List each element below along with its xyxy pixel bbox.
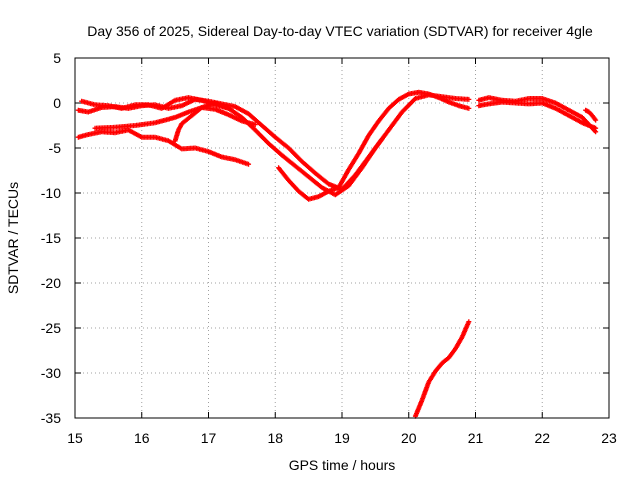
y-tick-label: 0 <box>53 95 61 111</box>
series-track-9 <box>476 99 599 131</box>
y-tick-label: -10 <box>41 185 61 201</box>
series-track-2 <box>75 127 252 167</box>
series-track-8 <box>476 95 599 135</box>
x-tick-label: 21 <box>468 430 484 446</box>
y-tick-label: -25 <box>41 320 61 336</box>
series-track-6 <box>276 89 472 202</box>
x-tick-label: 15 <box>67 430 83 446</box>
series-track-7 <box>412 319 472 419</box>
x-tick-label: 20 <box>401 430 417 446</box>
data-point <box>593 125 599 131</box>
y-axis-label: SDTVAR / TECUs <box>5 182 21 294</box>
y-tick-label: -30 <box>41 365 61 381</box>
y-tick-label: 5 <box>53 50 61 66</box>
grid-lines <box>75 58 609 418</box>
chart-title: Day 356 of 2025, Sidereal Day-to-day VTE… <box>87 23 593 39</box>
x-tick-label: 16 <box>134 430 150 446</box>
data-point <box>466 96 472 102</box>
x-tick-label: 18 <box>267 430 283 446</box>
data-point <box>466 319 472 325</box>
y-tick-label: -15 <box>41 230 61 246</box>
y-tick-label: -5 <box>49 140 62 156</box>
plot-frame <box>74 57 610 419</box>
x-tick-label: 23 <box>601 430 617 446</box>
x-tick-label: 17 <box>201 430 217 446</box>
x-tick-label: 19 <box>334 430 350 446</box>
data-point <box>226 105 232 111</box>
data-point <box>252 122 258 128</box>
y-tick-label: -20 <box>41 275 61 291</box>
data-point <box>466 105 472 111</box>
data-point <box>246 161 252 167</box>
data-point <box>593 117 599 123</box>
x-tick-label: 22 <box>534 430 550 446</box>
y-tick-label: -35 <box>41 410 61 426</box>
x-axis-label: GPS time / hours <box>289 457 396 473</box>
series-track-10 <box>583 107 599 123</box>
data-points <box>75 89 599 419</box>
axis-ticks: 15 16 17 18 19 20 21 22 23 5 0 -5 -10 -15 -20 -25 -30 -35 <box>41 50 617 446</box>
series-track-5 <box>172 100 232 144</box>
